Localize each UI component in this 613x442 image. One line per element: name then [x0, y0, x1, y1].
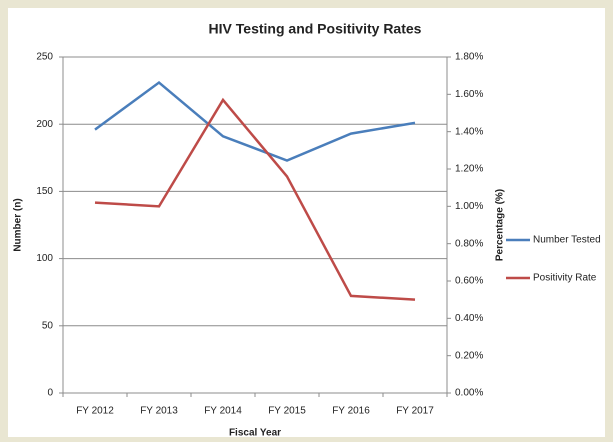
- y-tick-label: 50: [42, 320, 54, 331]
- legend-label: Positivity Rate: [533, 273, 597, 284]
- y2-tick-label: 0.00%: [455, 388, 483, 399]
- y2-tick-label: 1.60%: [455, 89, 483, 100]
- x-axis-label: Fiscal Year: [229, 428, 281, 439]
- y2-tick-label: 0.80%: [455, 238, 483, 249]
- x-tick-label: FY 2017: [396, 406, 434, 417]
- y-tick-label: 100: [36, 253, 53, 264]
- chart-title: HIV Testing and Positivity Rates: [209, 21, 422, 37]
- x-tick-label: FY 2013: [140, 406, 178, 417]
- y2-tick-label: 1.80%: [455, 52, 483, 63]
- series-line: [94, 97, 416, 301]
- y-axis-label: Number (n): [13, 198, 24, 251]
- y2-tick-label: 1.00%: [455, 201, 483, 212]
- x-tick-label: FY 2014: [204, 406, 242, 417]
- x-tick-label: FY 2015: [268, 406, 306, 417]
- y-tick-label: 200: [36, 119, 53, 130]
- y-tick-label: 150: [36, 186, 53, 197]
- chart-background: [8, 8, 605, 437]
- x-tick-label: FY 2012: [76, 406, 114, 417]
- series-line: [94, 80, 416, 162]
- y2-axis-label: Percentage (%): [495, 189, 506, 261]
- y2-tick-label: 1.40%: [455, 126, 483, 137]
- y2-tick-label: 1.20%: [455, 164, 483, 175]
- y2-tick-label: 0.40%: [455, 313, 483, 324]
- legend-label: Number Tested: [533, 235, 601, 246]
- y2-tick-label: 0.20%: [455, 350, 483, 361]
- y-tick-label: 0: [47, 388, 53, 399]
- y2-tick-label: 0.60%: [455, 276, 483, 287]
- y-tick-label: 250: [36, 52, 53, 63]
- x-tick-label: FY 2016: [332, 406, 370, 417]
